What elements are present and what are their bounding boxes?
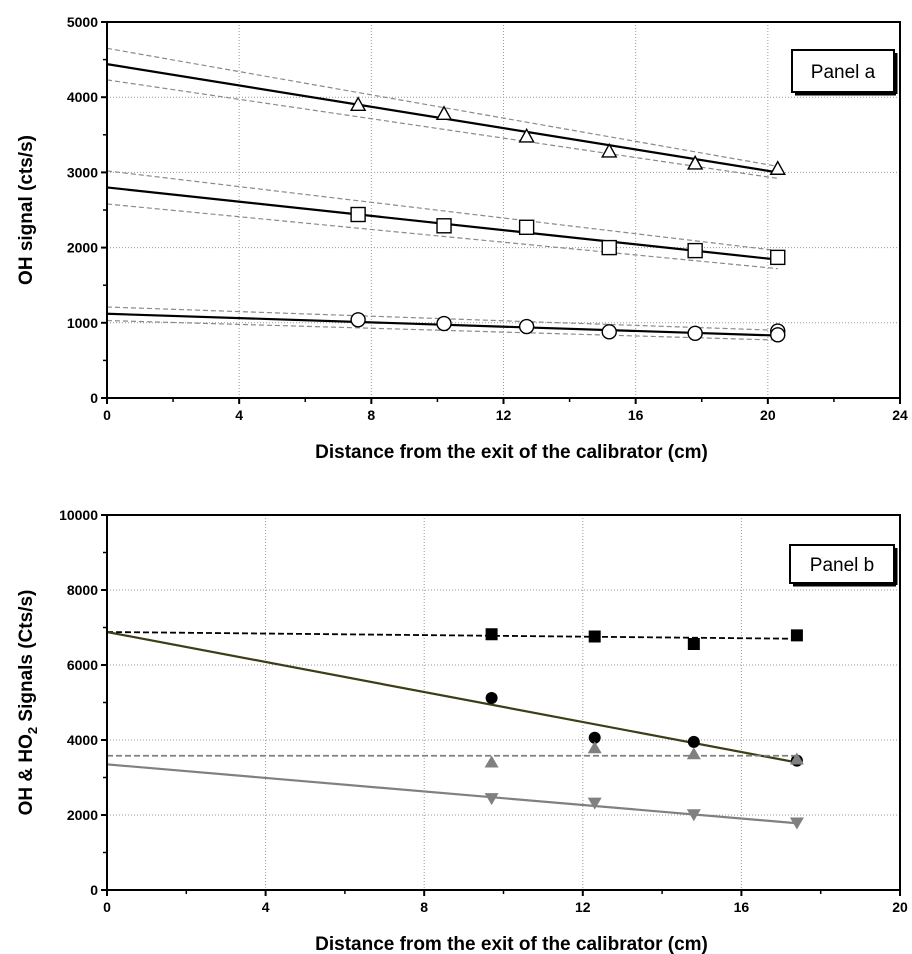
data-point <box>484 793 499 806</box>
data-point <box>350 206 366 223</box>
data-point <box>518 127 535 143</box>
panel-a-chart: 0 4 8 12 16 20 24 0 1000 2000 3000 4000 5000 Panel a… <box>16 14 908 463</box>
x-tick-label: 8 <box>420 899 428 915</box>
y-tick-label: 2000 <box>67 240 98 256</box>
data-point <box>769 160 786 175</box>
x-tick-label: 0 <box>103 407 111 423</box>
data-point <box>770 327 786 343</box>
confidence-band-line <box>106 170 778 252</box>
series-3 <box>106 306 786 343</box>
data-point <box>790 629 803 642</box>
panel-b-y-axis-title: OH & HO2 Signals (Cts/s) <box>16 590 40 816</box>
panel-b-x-axis-title: Distance from the exit of the calibrator… <box>315 934 708 954</box>
data-point <box>485 628 498 641</box>
data-point <box>587 797 602 810</box>
x-tick-label: 12 <box>496 407 512 423</box>
panel-a-marks <box>106 47 786 343</box>
x-tick-label: 8 <box>367 407 375 423</box>
y-tick-label: 1000 <box>67 315 98 331</box>
panel-b-y-axis-title-suffix: Signals (Cts/s) <box>16 590 37 727</box>
panel-b-plot-area <box>107 515 900 890</box>
panel-a-y-axis-title: OH signal (cts/s) <box>16 135 37 285</box>
y-tick-label: 3000 <box>67 164 98 180</box>
x-tick-label: 0 <box>103 899 111 915</box>
data-point <box>601 142 618 158</box>
data-point <box>687 735 700 748</box>
data-point <box>436 315 452 332</box>
data-point <box>687 242 703 259</box>
data-point <box>518 318 535 335</box>
panel-b-y-axis-title-main: OH & HO <box>16 734 37 815</box>
data-point <box>435 105 453 121</box>
x-tick-label: 4 <box>235 407 243 423</box>
series-1 <box>106 47 786 180</box>
fit-line <box>106 630 798 764</box>
data-point <box>588 731 601 744</box>
data-point <box>484 755 499 768</box>
x-tick-label: 16 <box>734 899 750 915</box>
x-tick-label: 16 <box>628 407 644 423</box>
y-tick-label: 8000 <box>67 582 98 598</box>
data-point <box>518 219 535 235</box>
data-point <box>485 692 498 704</box>
panel-b-y-axis-title-subscript: 2 <box>25 727 40 734</box>
panel-b-label-box: Panel b <box>789 544 898 587</box>
y-tick-label: 0 <box>90 882 98 898</box>
series-1 <box>106 628 803 650</box>
data-point <box>789 817 804 830</box>
y-tick-label: 0 <box>90 390 98 406</box>
data-point <box>587 741 602 754</box>
data-point <box>601 239 617 256</box>
data-point <box>686 809 701 822</box>
y-tick-label: 2000 <box>67 807 98 823</box>
panel-b-label: Panel b <box>810 555 874 576</box>
data-point <box>436 218 452 234</box>
x-tick-label: 4 <box>262 899 270 915</box>
y-tick-label: 6000 <box>67 657 98 673</box>
y-tick-label: 5000 <box>67 14 98 30</box>
series-3 <box>107 741 804 768</box>
panel-a-label: Panel a <box>811 62 876 83</box>
data-point <box>349 96 367 112</box>
y-tick-label: 10000 <box>59 507 98 523</box>
data-point <box>686 154 704 170</box>
x-tick-label: 20 <box>892 899 908 915</box>
confidence-band-line <box>106 79 778 180</box>
panel-a-label-box: Panel a <box>791 49 898 96</box>
panel-a-ticks: 0 4 8 12 16 20 24 0 1000 2000 3000 4000 5000 <box>67 14 908 423</box>
fit-line <box>106 631 797 640</box>
panel-b-marks <box>106 628 804 830</box>
data-point <box>770 249 786 266</box>
data-point <box>687 638 700 650</box>
panel-a-grid <box>107 22 900 398</box>
fit-line <box>106 763 798 825</box>
panel-a-label-frame <box>791 49 895 93</box>
data-point <box>686 747 701 760</box>
data-point <box>687 325 703 342</box>
panel-b-label-frame <box>789 544 895 584</box>
confidence-band-line <box>106 203 778 270</box>
data-point <box>588 630 601 643</box>
data-point <box>601 324 617 340</box>
confidence-band-line <box>106 47 778 167</box>
x-tick-label: 24 <box>892 407 908 423</box>
series-2 <box>106 170 786 270</box>
panel-b-ticks: 0 4 8 12 16 20 0 2000 4000 6000 8000 10000 <box>59 507 908 915</box>
panel-a-x-axis-title: Distance from the exit of the calibrator… <box>315 442 708 463</box>
panel-b-grid <box>107 515 900 890</box>
data-point <box>789 752 804 765</box>
x-tick-label: 20 <box>760 407 776 423</box>
series-4 <box>106 763 804 830</box>
y-tick-label: 4000 <box>67 89 98 105</box>
x-tick-label: 12 <box>575 899 591 915</box>
y-tick-label: 4000 <box>67 732 98 748</box>
data-point <box>350 312 366 328</box>
